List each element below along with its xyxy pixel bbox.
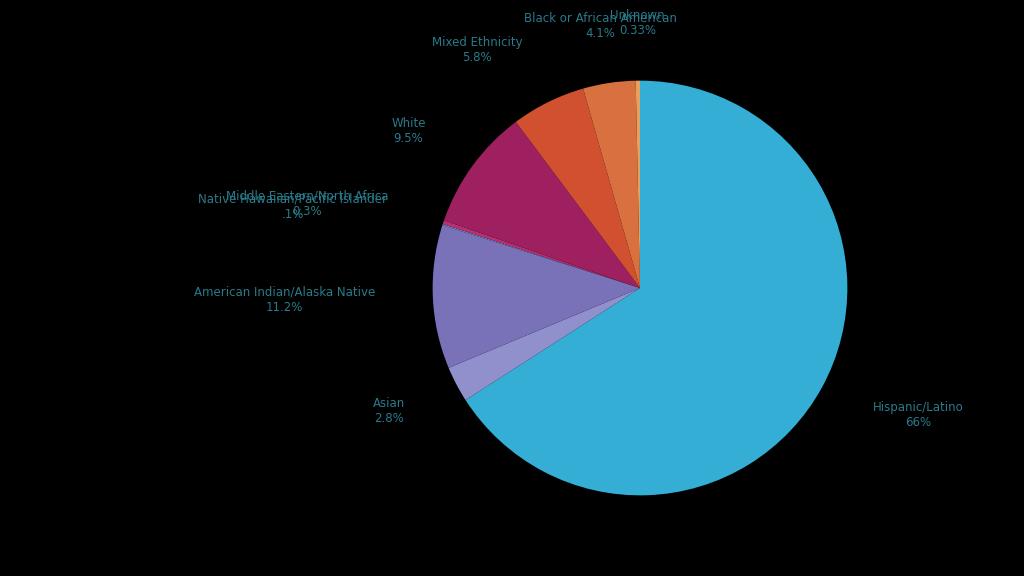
Text: Middle Eastern/North Africa
0.3%: Middle Eastern/North Africa 0.3% [226, 190, 388, 218]
Wedge shape [442, 220, 640, 288]
Text: Asian
2.8%: Asian 2.8% [373, 397, 404, 425]
Wedge shape [466, 81, 847, 495]
Text: Unknown
0.33%: Unknown 0.33% [610, 9, 665, 37]
Wedge shape [449, 288, 640, 400]
Text: Hispanic/Latino
66%: Hispanic/Latino 66% [872, 401, 964, 429]
Text: Native Hawaiian/Pacific Islander
.1%: Native Hawaiian/Pacific Islander .1% [199, 193, 387, 221]
Wedge shape [636, 81, 640, 288]
Wedge shape [444, 122, 640, 288]
Wedge shape [516, 89, 640, 288]
Wedge shape [432, 225, 640, 368]
Text: White
9.5%: White 9.5% [391, 118, 426, 146]
Text: American Indian/Alaska Native
11.2%: American Indian/Alaska Native 11.2% [194, 286, 375, 313]
Wedge shape [442, 224, 640, 288]
Text: Black or African American
4.1%: Black or African American 4.1% [524, 12, 677, 40]
Wedge shape [583, 81, 640, 288]
Text: Mixed Ethnicity
5.8%: Mixed Ethnicity 5.8% [431, 36, 522, 64]
